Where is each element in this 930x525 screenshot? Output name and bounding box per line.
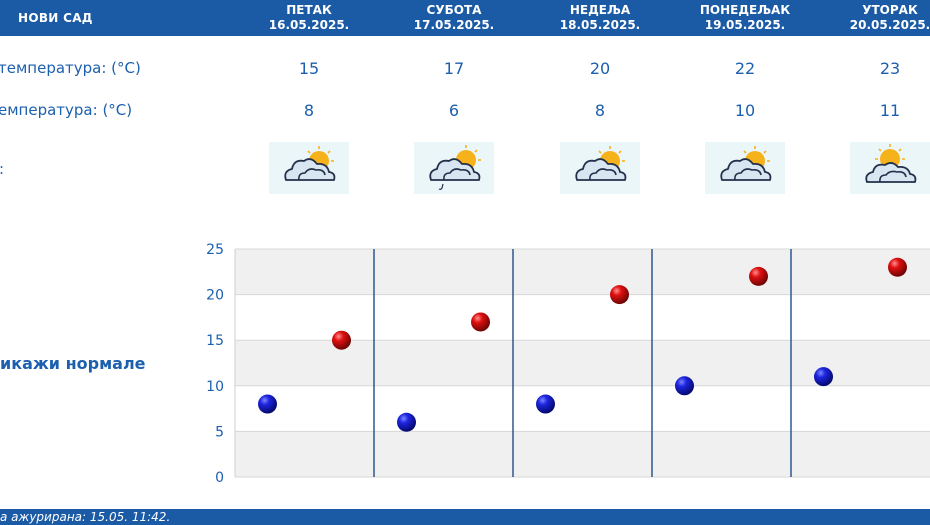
chart-band (235, 249, 930, 295)
y-tick-label: 0 (215, 470, 224, 486)
day-date: 19.05.2025. (704, 18, 786, 32)
day-header-4: ПОНЕДЕЉАК 19.05.2025. (685, 3, 805, 33)
day-name: УТОРАК (862, 3, 918, 17)
min-temp-label: емпература: (°C) (0, 101, 133, 119)
weather-label: : (0, 160, 4, 178)
show-normals-link[interactable]: икажи нормале (0, 354, 146, 373)
city-name: НОВИ САД (18, 11, 93, 25)
update-timestamp: а ажурирана: 15.05. 11:42. (0, 510, 171, 524)
y-tick-label: 5 (215, 424, 224, 440)
max-temp-point (471, 312, 490, 332)
day-header-5: УТОРАК 20.05.2025. (830, 3, 930, 33)
partly-cloudy-icon (705, 142, 785, 194)
partly-cloudy-rain-icon (414, 142, 494, 194)
day-header-2: СУБОТА 17.05.2025. (394, 3, 514, 33)
partly-cloudy-icon (560, 142, 640, 194)
day-header-3: НЕДЕЉА 18.05.2025. (540, 3, 660, 33)
forecast-header: НОВИ САД ПЕТАК 16.05.2025. СУБОТА 17.05.… (0, 0, 930, 36)
max-temp-value: 20 (589, 59, 611, 78)
day-name: НЕДЕЉА (569, 3, 631, 17)
day-date: 18.05.2025. (559, 18, 641, 32)
day-name: ПЕТАК (286, 3, 332, 17)
day-date: 17.05.2025. (413, 18, 495, 32)
partly-cloudy-icon (850, 142, 930, 194)
max-temp-point (749, 266, 768, 286)
chart-band (235, 431, 930, 477)
day-date: 16.05.2025. (268, 18, 350, 32)
min-temp-value: 11 (879, 101, 901, 120)
max-temp-point (888, 257, 907, 277)
min-temp-point (258, 394, 277, 414)
day-header-1: ПЕТАК 16.05.2025. (249, 3, 369, 33)
partly-cloudy-icon (269, 142, 349, 194)
update-footer: а ажурирана: 15.05. 11:42. (0, 509, 930, 525)
max-temp-point (610, 285, 629, 305)
min-temp-value: 6 (448, 101, 460, 120)
min-temp-value: 10 (734, 101, 756, 120)
temperature-chart: 0 5 10 15 20 25 (206, 242, 930, 486)
min-temp-value: 8 (594, 101, 606, 120)
day-name: СУБОТА (426, 3, 482, 17)
min-temp-point (397, 412, 416, 432)
max-temp-label: температура: (°C) (0, 59, 141, 77)
y-tick-label: 10 (206, 379, 224, 395)
min-temp-point (536, 394, 555, 414)
max-temp-value: 23 (879, 59, 901, 78)
max-temp-value: 15 (298, 59, 320, 78)
min-temp-value: 8 (303, 101, 315, 120)
day-date: 20.05.2025. (849, 18, 930, 32)
min-temp-point (814, 367, 833, 387)
max-temp-point (332, 330, 351, 350)
y-tick-label: 20 (206, 288, 224, 304)
min-temp-point (675, 376, 694, 396)
y-tick-label: 25 (206, 242, 224, 258)
y-tick-label: 15 (206, 333, 224, 349)
max-temp-value: 22 (734, 59, 756, 78)
max-temp-value: 17 (443, 59, 465, 78)
day-name: ПОНЕДЕЉАК (699, 3, 791, 17)
